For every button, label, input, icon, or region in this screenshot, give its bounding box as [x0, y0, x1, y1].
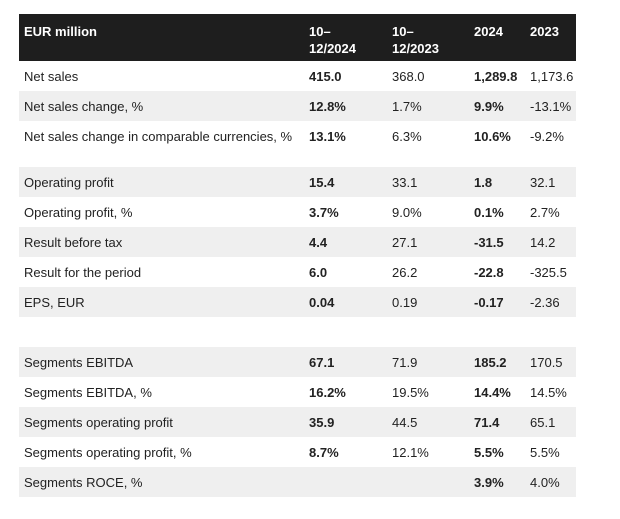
row-label: Segments EBITDA, % — [24, 385, 152, 400]
table-row: Net sales 415.0 368.0 1,289.8 1,173.6 — [19, 61, 576, 91]
row-label: Result for the period — [24, 265, 142, 280]
header-2023: 2023 — [530, 24, 559, 39]
cell-2024: 14.4% — [474, 385, 511, 400]
cell-q4-2024: 415.0 — [309, 69, 342, 84]
table-row: Net sales change, % 12.8% 1.7% 9.9% -13.… — [19, 91, 576, 121]
cell-q4-2024: 16.2% — [309, 385, 346, 400]
cell-2024: -0.17 — [474, 295, 504, 310]
row-label: EPS, EUR — [24, 295, 85, 310]
cell-2024: 1.8 — [474, 175, 493, 190]
table-spacer — [19, 317, 576, 347]
row-label: Net sales — [24, 69, 79, 84]
row-label: Segments EBITDA — [24, 355, 134, 370]
cell-2024: 9.9% — [474, 99, 504, 114]
cell-2024: 185.2 — [474, 355, 507, 370]
cell-q4-2023: 6.3% — [392, 129, 422, 144]
cell-2023: 2.7% — [530, 205, 560, 220]
cell-q4-2024: 6.0 — [309, 265, 328, 280]
cell-q4-2024: 3.7% — [309, 205, 339, 220]
table-row: Result before tax 4.4 27.1 -31.5 14.2 — [19, 227, 576, 257]
cell-q4-2024: 8.7% — [309, 445, 339, 460]
cell-q4-2023: 0.19 — [392, 295, 418, 310]
financial-table: EUR million 10– 12/2024 10– 12/2023 2024 2… — [19, 14, 576, 497]
cell-q4-2023: 368.0 — [392, 69, 425, 84]
table-row: Segments EBITDA, % 16.2% 19.5% 14.4% 14.… — [19, 377, 576, 407]
row-label: Segments operating profit, % — [24, 445, 192, 460]
cell-2024: -31.5 — [474, 235, 504, 250]
cell-2023: -2.36 — [530, 295, 560, 310]
cell-q4-2024: 0.04 — [309, 295, 335, 310]
row-label: Operating profit, % — [24, 205, 133, 220]
cell-q4-2024: 12.8% — [309, 99, 346, 114]
cell-q4-2024: 13.1% — [309, 129, 346, 144]
cell-q4-2023: 33.1 — [392, 175, 418, 190]
cell-q4-2023: 9.0% — [392, 205, 422, 220]
table-row: Net sales change in comparable currencie… — [19, 121, 576, 167]
cell-2024: 10.6% — [474, 129, 511, 144]
cell-2023: 14.5% — [530, 385, 567, 400]
cell-2024: 71.4 — [474, 415, 500, 430]
table-row: Segments EBITDA 67.1 71.9 185.2 170.5 — [19, 347, 576, 377]
row-label: Result before tax — [24, 235, 123, 250]
cell-q4-2023: 71.9 — [392, 355, 418, 370]
row-label: Segments operating profit — [24, 415, 173, 430]
header-q4-2024-line1: 10– — [309, 24, 331, 39]
cell-q4-2024: 15.4 — [309, 175, 335, 190]
cell-2023: 170.5 — [530, 355, 563, 370]
table-row: Operating profit, % 3.7% 9.0% 0.1% 2.7% — [19, 197, 576, 227]
cell-q4-2023: 12.1% — [392, 445, 429, 460]
cell-2023: 14.2 — [530, 235, 556, 250]
table-row: Result for the period 6.0 26.2 -22.8 -32… — [19, 257, 576, 287]
cell-q4-2023: 27.1 — [392, 235, 418, 250]
table-row: Segments operating profit 35.9 44.5 71.4… — [19, 407, 576, 437]
header-2024: 2024 — [474, 24, 503, 39]
cell-2023: 4.0% — [530, 475, 560, 490]
cell-q4-2023: 1.7% — [392, 99, 422, 114]
row-label: Operating profit — [24, 175, 114, 190]
cell-2023: 65.1 — [530, 415, 556, 430]
header-q4-2023-line2: 12/2023 — [392, 41, 439, 56]
cell-2023: 1,173.6 — [530, 69, 574, 84]
cell-2024: 5.5% — [474, 445, 504, 460]
table-row: Segments ROCE, % 3.9% 4.0% — [19, 467, 576, 497]
cell-q4-2024: 4.4 — [309, 235, 328, 250]
row-label: Segments ROCE, % — [24, 475, 143, 490]
table-header-row: EUR million 10– 12/2024 10– 12/2023 2024 2… — [19, 14, 576, 61]
table-row: Operating profit 15.4 33.1 1.8 32.1 — [19, 167, 576, 197]
row-label: Net sales change, % — [24, 99, 144, 114]
cell-2023: 5.5% — [530, 445, 560, 460]
cell-2023: -9.2% — [530, 129, 564, 144]
header-q4-2023-line1: 10– — [392, 24, 414, 39]
header-q4-2023: 10– 12/2023 — [392, 23, 462, 57]
cell-2024: 3.9% — [474, 475, 504, 490]
header-q4-2024: 10– 12/2024 — [309, 23, 379, 57]
cell-2024: 1,289.8 — [474, 69, 518, 84]
table-row: EPS, EUR 0.04 0.19 -0.17 -2.36 — [19, 287, 576, 317]
cell-2024: 0.1% — [474, 205, 504, 220]
cell-2023: -325.5 — [530, 265, 567, 280]
cell-q4-2024: 67.1 — [309, 355, 335, 370]
row-label: Net sales change in comparable currencie… — [24, 129, 293, 144]
cell-q4-2023: 44.5 — [392, 415, 418, 430]
cell-q4-2023: 26.2 — [392, 265, 418, 280]
table-row: Segments operating profit, % 8.7% 12.1% … — [19, 437, 576, 467]
header-q4-2024-line2: 12/2024 — [309, 41, 356, 56]
cell-2024: -22.8 — [474, 265, 504, 280]
cell-q4-2024: 35.9 — [309, 415, 335, 430]
cell-2023: 32.1 — [530, 175, 556, 190]
cell-2023: -13.1% — [530, 99, 572, 114]
header-label: EUR million — [24, 24, 97, 39]
cell-q4-2023: 19.5% — [392, 385, 429, 400]
